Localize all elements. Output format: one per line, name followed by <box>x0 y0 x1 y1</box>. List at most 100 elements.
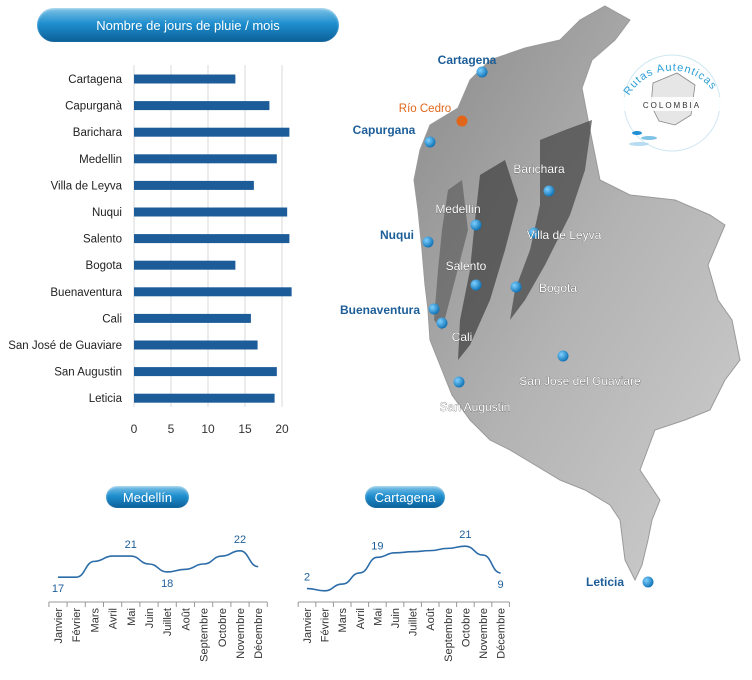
bar <box>134 393 275 403</box>
andes-east-range <box>510 120 592 320</box>
bar <box>134 287 292 297</box>
category-label: Barichara <box>73 127 123 139</box>
x-tick-label: 15 <box>238 422 252 436</box>
month-label: Janvier <box>302 608 314 644</box>
data-label: 21 <box>459 529 471 541</box>
city-label: Río Cedro <box>399 103 451 115</box>
month-label: Décembre <box>253 608 265 659</box>
chart-title: Nombre de jours de pluie / mois <box>96 17 280 33</box>
bar <box>134 367 277 377</box>
month-label: Août <box>425 608 437 631</box>
month-label: Septembre <box>199 608 211 662</box>
city-label: Nuqui <box>380 228 414 242</box>
bar <box>134 101 270 111</box>
medellin-chart-title: Medellín <box>106 486 189 508</box>
logo-band-text: COLOMBIA <box>643 101 701 110</box>
city-marker <box>476 66 488 78</box>
bar <box>134 313 251 323</box>
city-marker <box>436 317 448 329</box>
city-marker <box>528 227 540 239</box>
colombia-map: Cartagena Río Cedro Capurgana Barichara Mede… <box>340 5 741 589</box>
series-line <box>306 545 501 592</box>
data-label: 9 <box>498 579 504 591</box>
category-label: Capurganà <box>65 101 123 113</box>
colombia-landmass <box>413 5 741 582</box>
city-marker <box>428 303 440 315</box>
data-label: 17 <box>52 583 64 595</box>
category-label: Cartagena <box>68 74 122 86</box>
category-label: Nuqui <box>92 207 122 219</box>
city-label: Capurgana <box>353 123 416 137</box>
city-marker <box>470 219 482 231</box>
data-label: 22 <box>234 534 246 546</box>
data-label: 18 <box>161 578 173 590</box>
month-label: Août <box>180 608 192 631</box>
bar <box>134 340 258 350</box>
category-label: Buenaventura <box>50 287 122 299</box>
x-tick-label: 0 <box>131 422 138 436</box>
month-label: Juin <box>144 608 156 628</box>
month-label: Juillet <box>162 608 174 636</box>
bar <box>134 127 290 137</box>
month-label: Décembre <box>496 608 508 659</box>
month-label: Octobre <box>460 608 472 647</box>
medellin-line-chart: Janvier Février Mars Avril Mai Juin Juillet Aoû… <box>48 534 268 662</box>
cartagena-line-chart: Janvier Février Mars Avril Mai Juin Juillet Aoû… <box>297 529 510 662</box>
data-label: 19 <box>371 540 383 552</box>
city-label: Leticia <box>586 575 624 589</box>
bar <box>134 260 236 270</box>
bar <box>134 74 236 84</box>
bar <box>134 154 277 164</box>
andes-west-range <box>434 180 468 330</box>
x-tick-label: 10 <box>201 422 215 436</box>
city-marker <box>642 576 654 588</box>
cartagena-chart-title: Cartagena <box>365 486 445 508</box>
city-marker <box>557 350 569 362</box>
category-label: Leticia <box>89 393 123 405</box>
month-label: Septembre <box>443 608 455 662</box>
city-label: Salento <box>446 259 487 273</box>
city-label: San Augustin <box>440 400 511 414</box>
month-label: Mai <box>372 608 384 626</box>
month-label: Avril <box>355 608 367 629</box>
month-label: Novembre <box>478 608 490 659</box>
month-label: Juin <box>390 608 402 628</box>
category-label: Villa de Leyva <box>51 180 123 192</box>
month-label: Mars <box>337 608 349 633</box>
month-label: Avril <box>108 608 120 629</box>
data-label: 21 <box>125 539 137 551</box>
month-label: Novembre <box>235 608 247 659</box>
rain-days-bar-chart: 0 5 10 15 20 Cartagena Capurganà Barichara Medel… <box>8 65 292 436</box>
city-label: San Jose del Guaviare <box>519 374 641 388</box>
city-label: Medellín <box>435 202 480 216</box>
x-tick-label: 5 <box>168 422 175 436</box>
month-label: Octobre <box>217 608 229 647</box>
city-marker <box>510 281 522 293</box>
category-label: San Augustin <box>54 367 122 379</box>
data-label: 2 <box>304 572 310 584</box>
month-label: Mars <box>89 608 101 633</box>
city-marker <box>456 115 468 127</box>
city-marker <box>543 185 555 197</box>
month-label: Janvier <box>53 608 65 644</box>
city-label: Bogota <box>539 281 577 295</box>
month-label: Mai <box>126 608 138 626</box>
month-label: Février <box>320 608 332 643</box>
city-label: Villa de Leyva <box>527 228 602 242</box>
bar <box>134 180 254 190</box>
bar <box>134 207 288 217</box>
city-marker <box>424 136 436 148</box>
city-marker <box>453 376 465 388</box>
month-label: Juillet <box>408 608 420 636</box>
city-label: Cali <box>452 330 473 344</box>
rutas-autenticas-logo: Rutas Autenticas COLOMBIA <box>615 45 730 160</box>
city-marker <box>422 236 434 248</box>
category-label: Cali <box>102 313 122 325</box>
category-label: San José de Guaviare <box>8 340 122 352</box>
city-label: Cartagena <box>438 53 497 67</box>
city-label: Buenaventura <box>340 303 420 317</box>
andes-central-range <box>458 160 518 360</box>
chart-title-banner: Nombre de jours de pluie / mois <box>37 8 339 42</box>
x-tick-label: 20 <box>275 422 289 436</box>
city-marker <box>470 279 482 291</box>
